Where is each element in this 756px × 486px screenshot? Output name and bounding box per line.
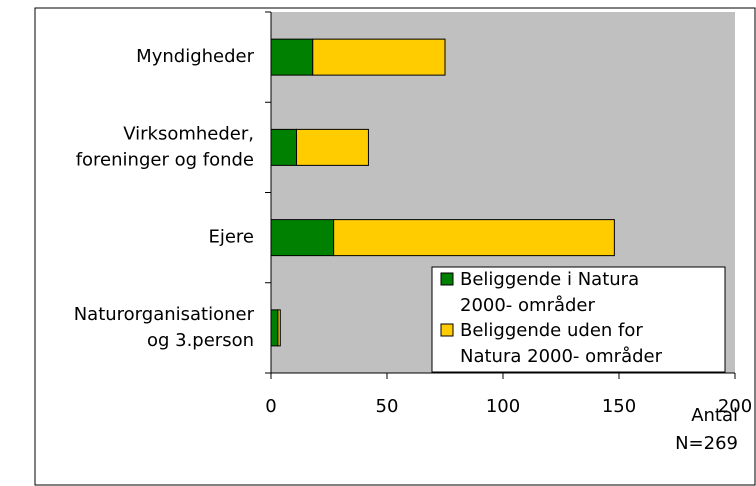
bar — [312, 38, 446, 76]
legend-swatch — [440, 323, 454, 337]
legend-label: Beliggende i Natura 2000- områder — [460, 269, 639, 316]
bar — [270, 219, 335, 257]
x-tick-label: 200 — [718, 396, 752, 417]
legend-label: Beliggende uden for Natura 2000- områder — [460, 320, 663, 367]
y-tick-label: Ejere — [208, 227, 254, 248]
bar — [270, 309, 279, 347]
bar — [270, 128, 298, 166]
x-tick-label: 150 — [602, 396, 636, 417]
y-tick-label: Naturorganisationer og 3.person — [74, 304, 255, 351]
y-tick-label: Myndigheder — [136, 46, 254, 67]
legend-swatch — [440, 272, 454, 286]
x-tick-label: 0 — [265, 396, 276, 417]
annotation: N=269 — [675, 433, 738, 454]
x-tick-label: 50 — [376, 396, 399, 417]
y-tick-label: Virksomheder, foreninger og fonde — [76, 123, 254, 170]
bar — [277, 309, 281, 347]
bar — [270, 38, 314, 76]
bar — [296, 128, 369, 166]
x-axis-title: Antal — [691, 405, 738, 426]
x-tick-label: 100 — [486, 396, 520, 417]
bar — [333, 219, 615, 257]
legend-box — [431, 266, 726, 373]
